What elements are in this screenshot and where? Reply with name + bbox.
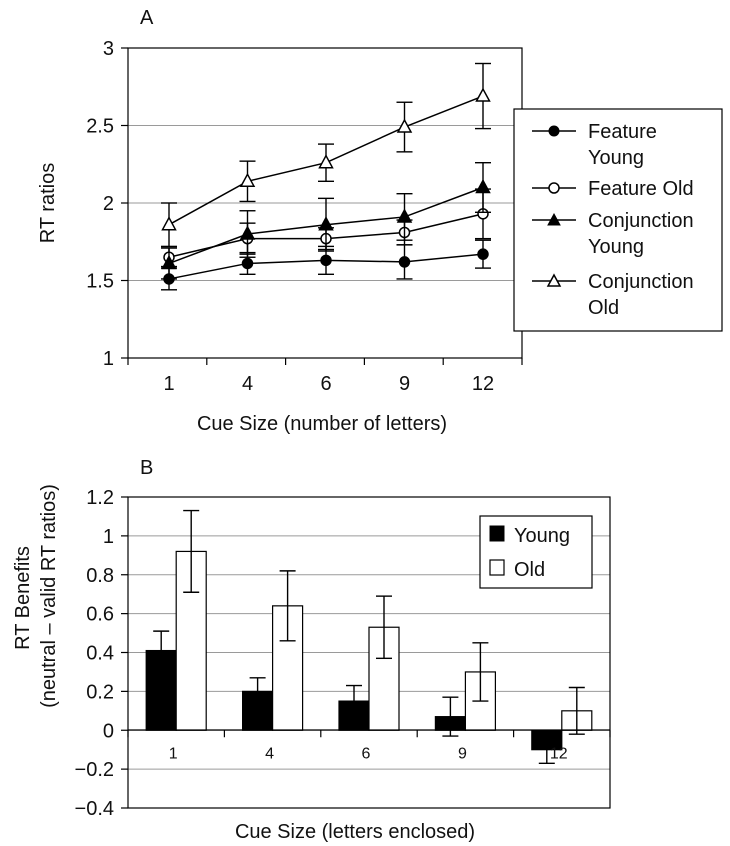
panel-a-series xyxy=(161,62,491,291)
error-bar xyxy=(153,630,170,671)
y-tick-label: 2.5 xyxy=(86,116,114,138)
error-bar xyxy=(183,509,200,593)
panel-b-y-axis-title-line1: RT Benefits xyxy=(12,546,34,650)
x-tick-label: 9 xyxy=(399,373,410,395)
x-tick-label: 1 xyxy=(169,745,178,762)
bar-group-old xyxy=(175,509,207,731)
legend-marker-open-circle xyxy=(548,182,560,194)
legend-label-feature-old: Feature Old xyxy=(588,178,694,200)
x-tick-label: 4 xyxy=(265,745,274,762)
data-point xyxy=(475,87,491,102)
bar-group-old xyxy=(272,570,304,731)
legend-label-old: Old xyxy=(514,559,545,581)
legend-entry-feature-old: Feature Old xyxy=(532,178,694,200)
x-tick-label: 4 xyxy=(242,373,253,395)
bar-group-young xyxy=(145,630,177,731)
y-tick-label: 0.8 xyxy=(86,565,114,587)
bar-group-old xyxy=(368,595,400,731)
error-bar xyxy=(472,642,489,702)
y-tick-label: 0.6 xyxy=(86,604,114,626)
legend-marker-filled-circle xyxy=(548,125,560,137)
legend-label-conjunction-young-line1: Conjunction xyxy=(588,210,694,232)
legend-label-conjunction-young-line2: Young xyxy=(588,236,644,258)
panel-b-legend: Young Old xyxy=(479,515,593,589)
data-point xyxy=(318,154,334,169)
x-tick-label: 1 xyxy=(163,373,174,395)
series-conjunction-old xyxy=(161,62,491,248)
legend-marker-filled-triangle xyxy=(547,212,561,226)
error-bar xyxy=(249,677,266,706)
y-tick-label: 0.2 xyxy=(86,681,114,703)
legend-swatch-old xyxy=(489,559,505,576)
error-bar xyxy=(538,735,555,764)
legend-label-feature-young-line1: Feature xyxy=(588,121,657,143)
bar-group-old xyxy=(464,642,496,731)
y-tick-label: −0.2 xyxy=(75,759,114,781)
panel-a: A 1 1.5 2 2.5 3 1 4 6 9 12 RT ratios Cue Size (n… xyxy=(37,7,723,435)
legend-label-conjunction-old-line2: Old xyxy=(588,297,619,319)
panel-a-y-axis-title: RT ratios xyxy=(37,163,59,243)
y-tick-label: 2 xyxy=(103,193,114,215)
error-bar xyxy=(346,684,362,718)
panel-a-legend: Feature Young Feature Old Conjunction Yo… xyxy=(513,108,723,332)
y-tick-label: −0.4 xyxy=(75,798,114,820)
y-tick-label: 1 xyxy=(103,526,114,548)
panel-b-y-axis-title-line2: (neutral – valid RT ratios) xyxy=(38,484,60,708)
y-tick-label: 1 xyxy=(103,348,114,370)
panel-b-x-tick-labels: 1 4 6 9 12 xyxy=(127,730,611,762)
legend-entry-conjunction-old: Conjunction Old xyxy=(532,271,694,319)
data-point xyxy=(396,118,413,133)
data-point xyxy=(161,216,177,231)
x-tick-label: 12 xyxy=(550,745,568,762)
data-point xyxy=(398,256,411,268)
bar-group-young xyxy=(242,677,274,731)
data-point xyxy=(239,225,256,240)
x-tick-label: 9 xyxy=(458,745,467,762)
panel-a-x-tick-labels: 1 4 6 9 12 xyxy=(127,358,523,395)
legend-label-conjunction-old-line1: Conjunction xyxy=(588,271,694,293)
legend-entry-feature-young: Feature Young xyxy=(532,121,657,169)
data-point xyxy=(239,172,256,188)
x-tick-label: 6 xyxy=(362,745,371,762)
legend-entry-old: Old xyxy=(489,559,545,581)
legend-marker-open-triangle xyxy=(546,273,562,287)
data-point xyxy=(320,254,332,267)
error-bar xyxy=(279,570,296,642)
legend-label-young: Young xyxy=(514,525,570,547)
y-tick-label: 1.5 xyxy=(86,271,114,293)
data-point xyxy=(161,254,177,270)
series-conjunction-young xyxy=(161,161,491,280)
data-point xyxy=(475,178,491,194)
data-point xyxy=(241,257,254,270)
panel-a-label: A xyxy=(140,7,154,29)
x-tick-label: 12 xyxy=(472,373,494,395)
data-point xyxy=(396,208,413,223)
legend-entry-conjunction-young: Conjunction Young xyxy=(532,210,694,258)
panel-a-y-tick-labels: 1 1.5 2 2.5 3 xyxy=(86,38,128,370)
legend-label-feature-young-line2: Young xyxy=(588,147,644,169)
x-tick-label: 6 xyxy=(320,373,331,395)
data-point xyxy=(318,216,334,231)
legend-swatch-young xyxy=(489,525,505,542)
y-tick-label: 3 xyxy=(103,38,114,60)
legend-entry-young: Young xyxy=(489,525,570,547)
panel-b-x-axis-title: Cue Size (letters enclosed) xyxy=(235,821,475,843)
y-tick-label: 1.2 xyxy=(86,487,114,509)
error-bar xyxy=(376,595,392,660)
y-tick-label: 0 xyxy=(103,720,114,742)
panel-b: B −0.4 −0.2 0 0.2 0.4 0.6 0.8 1 1.2 1 4 6 9 12 RT Be… xyxy=(12,457,611,843)
error-bar xyxy=(568,686,585,735)
series-feature-young xyxy=(161,239,491,291)
panel-b-label: B xyxy=(140,457,153,479)
bar-group-young xyxy=(338,684,370,731)
data-point xyxy=(477,248,489,260)
panel-b-y-tick-labels: −0.4 −0.2 0 0.2 0.4 0.6 0.8 1 1.2 xyxy=(75,487,128,820)
panel-a-x-axis-title: Cue Size (number of letters) xyxy=(197,413,447,435)
bar-group-old xyxy=(561,686,593,735)
y-tick-label: 0.4 xyxy=(86,643,114,665)
panel-a-gridlines xyxy=(128,125,522,281)
